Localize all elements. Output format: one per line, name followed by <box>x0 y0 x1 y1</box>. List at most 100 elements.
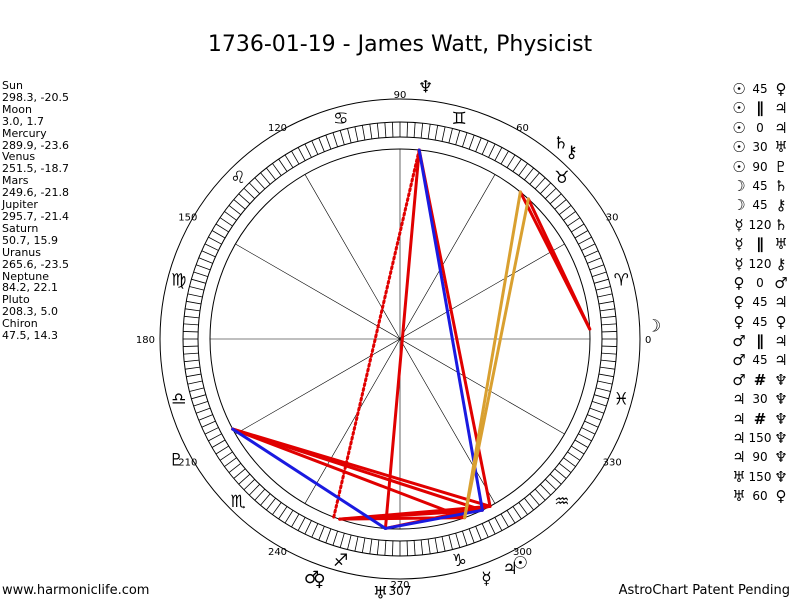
degree-tick <box>597 293 613 298</box>
degree-tick <box>266 167 276 181</box>
aspect-planet-a-icon: ♃ <box>732 429 746 448</box>
degree-tick-marks <box>183 122 617 556</box>
degree-tick <box>584 250 599 258</box>
degree-label: 240 <box>268 547 287 558</box>
cancer-icon: ♋ <box>333 109 348 129</box>
jupiter-icon: ♃ <box>503 559 518 579</box>
neptune-icon: ♆ <box>418 77 433 97</box>
degree-tick <box>500 150 509 165</box>
degree-label: 330 <box>603 458 622 469</box>
degree-tick <box>475 137 482 152</box>
degree-tick <box>347 128 352 144</box>
degree-tick <box>195 264 211 271</box>
aspect-planet-a-icon: ☿ <box>734 235 744 254</box>
planet-name: Jupiter <box>2 198 38 212</box>
aspect-type: 45 <box>752 82 768 96</box>
degree-tick <box>185 308 201 312</box>
degree-tick <box>228 463 242 473</box>
degree-tick <box>215 223 229 233</box>
degree-tick <box>384 540 387 556</box>
aspect-type: 30 <box>752 392 768 407</box>
degree-tick <box>325 134 332 150</box>
degree-tick <box>384 122 387 138</box>
degree-tick <box>238 473 251 485</box>
aspect-planet-a-icon: ♃ <box>732 409 746 428</box>
aspect-planet-b-icon: ♃ <box>774 118 788 137</box>
degree-tick <box>201 420 216 428</box>
degree-tick <box>224 457 237 467</box>
degree-tick <box>545 187 557 199</box>
degree-tick <box>186 373 202 378</box>
degree-tick <box>488 143 496 158</box>
degree-tick <box>549 193 562 205</box>
aspect-planet-a-icon: ☿ <box>734 215 744 234</box>
aspect-row: ☉ ∥ ♃ <box>730 99 800 118</box>
aspect-type: 45 <box>752 353 768 368</box>
aspect-planet-a-icon: ♅ <box>732 487 746 506</box>
aspect-planet-a-icon: ☿ <box>734 254 744 273</box>
degree-tick <box>587 257 602 264</box>
degree-tick <box>198 414 213 421</box>
mercury-icon: ☿ <box>481 569 491 589</box>
leo-icon: ♌ <box>230 168 245 188</box>
aspect-planet-a-icon: ♃ <box>732 448 746 467</box>
aspect-planet-b-icon: ♅ <box>774 235 788 254</box>
degree-tick <box>183 323 199 326</box>
aspect-type: 120 <box>748 217 772 232</box>
aspect-planet-b-icon: ♆ <box>774 390 788 409</box>
aspect-planet-b-icon: ♀ <box>775 312 787 331</box>
degree-tick <box>369 538 373 554</box>
pisces-icon: ♓ <box>614 389 629 409</box>
degree-tick <box>260 493 271 506</box>
degree-tick <box>297 517 306 531</box>
degree-tick <box>589 264 605 271</box>
degree-tick <box>598 373 614 378</box>
degree-tick <box>574 439 589 448</box>
degree-tick <box>594 394 609 400</box>
aspect-planet-b-icon: ♀ <box>775 487 787 506</box>
degree-tick <box>591 401 607 407</box>
aspect-row: ☽ 45 ⚷ <box>730 196 800 215</box>
aspect-line <box>231 427 467 520</box>
aspect-row: ☿ 120 ⚷ <box>730 255 800 274</box>
degree-label: 150 <box>178 213 197 224</box>
aspect-row: ☉ 0 ♃ <box>730 119 800 138</box>
aspect-planet-b-icon: ♀ <box>775 80 787 98</box>
aspect-planet-b-icon: ♆ <box>774 409 788 428</box>
degree-tick <box>376 539 380 555</box>
degree-tick <box>529 493 540 506</box>
degree-tick <box>284 510 294 524</box>
degree-tick <box>318 137 325 152</box>
degree-tick <box>187 380 203 385</box>
degree-tick <box>567 451 581 461</box>
degree-tick <box>462 132 468 148</box>
degree-tick <box>534 488 546 501</box>
degree-tick <box>518 502 528 515</box>
aquarius-icon: ♒ <box>554 492 569 512</box>
degree-tick <box>233 468 246 479</box>
degree-label: 180 <box>136 335 155 346</box>
degree-tick <box>361 125 366 141</box>
degree-tick <box>215 445 229 455</box>
aspect-row: ☿ ∥ ♅ <box>730 235 800 254</box>
degree-tick <box>475 526 482 541</box>
degree-tick <box>272 502 282 515</box>
aspect-line <box>417 148 484 512</box>
aspect-planet-a-icon: ♂ <box>732 370 746 389</box>
planet-name: Venus <box>2 150 36 164</box>
chiron-icon: ⚷ <box>565 143 577 163</box>
aspect-type: ∥ <box>756 235 764 254</box>
degree-label: 300 <box>513 547 532 558</box>
degree-label: 0 <box>645 335 651 346</box>
degree-tick <box>558 463 572 473</box>
degree-tick <box>189 286 205 291</box>
degree-tick <box>278 158 288 172</box>
degree-tick <box>571 223 585 233</box>
degree-tick <box>599 308 615 312</box>
degree-tick <box>462 530 468 546</box>
planet-name: Mercury <box>2 126 47 140</box>
aspect-row: ♃ # ♆ <box>730 410 800 429</box>
aspect-planet-b-icon: ♆ <box>774 448 788 467</box>
degree-tick <box>193 271 209 277</box>
